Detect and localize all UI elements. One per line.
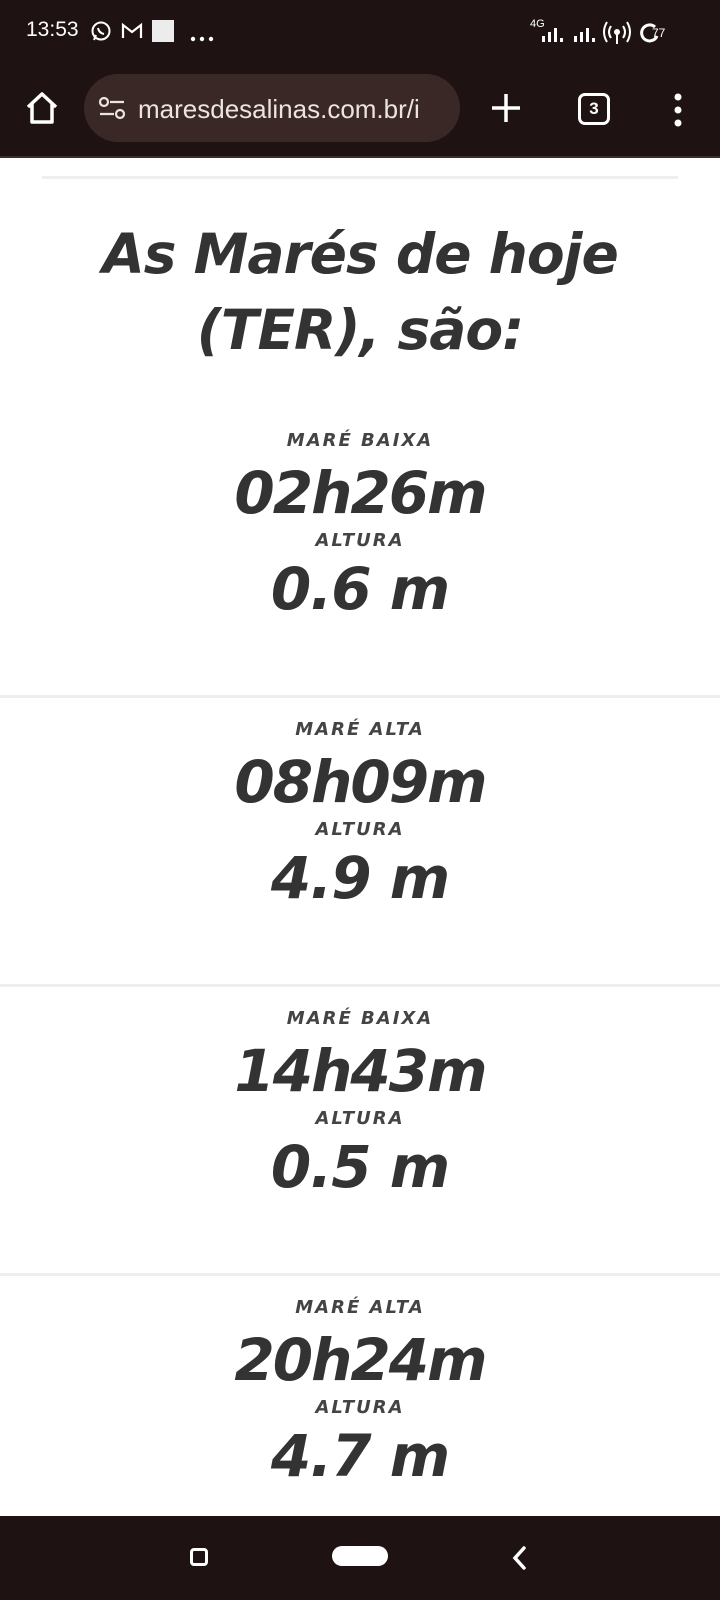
tide-height: 0.5 m <box>270 1133 450 1201</box>
hotspot-icon <box>603 21 631 44</box>
tide-time: 08h09m <box>234 748 487 816</box>
tide-time: 14h43m <box>234 1037 487 1105</box>
system-nav-bar <box>0 1516 720 1600</box>
tide-type: MARÉ BAIXA <box>286 430 434 451</box>
tide-height: 4.9 m <box>270 844 450 912</box>
tide-time: 20h24m <box>234 1326 487 1394</box>
gmail-icon <box>121 22 143 38</box>
battery-icon <box>640 23 659 43</box>
back-icon[interactable] <box>508 1544 532 1572</box>
home-gesture-button[interactable] <box>332 1546 388 1566</box>
tide-height-label: ALTURA <box>315 819 405 840</box>
site-settings-icon[interactable] <box>98 96 126 120</box>
more-options-icon[interactable] <box>666 90 690 130</box>
tide-type: MARÉ ALTA <box>295 1297 425 1318</box>
tide-height-label: ALTURA <box>315 1397 405 1418</box>
notification-square-icon <box>152 20 174 42</box>
tide-entry: MARÉ ALTA 20h24m ALTURA 4.7 m <box>0 1297 720 1516</box>
home-icon[interactable] <box>22 88 62 128</box>
tide-entry: MARÉ BAIXA 02h26m ALTURA 0.6 m <box>0 430 720 718</box>
tab-switcher-button[interactable]: 3 <box>578 93 610 125</box>
new-tab-icon[interactable] <box>488 90 524 126</box>
divider <box>0 695 720 698</box>
browser-toolbar: maresdesalinas.com.br/i 3 <box>0 64 720 158</box>
address-bar[interactable]: maresdesalinas.com.br/i <box>84 74 460 142</box>
battery-level: 77 <box>652 26 666 40</box>
status-bar: 13:53 4G 77 <box>0 0 720 64</box>
tide-time: 02h26m <box>234 459 487 527</box>
page-content: As Marés de hoje (TER), são: MARÉ BAIXA … <box>0 158 720 1516</box>
divider <box>0 1273 720 1276</box>
page-title: As Marés de hoje (TER), são: <box>102 222 619 362</box>
tide-height-label: ALTURA <box>315 530 405 551</box>
tide-entry: MARÉ BAIXA 14h43m ALTURA 0.5 m <box>0 1008 720 1296</box>
more-notifications-icon <box>190 36 214 42</box>
tide-height-label: ALTURA <box>315 1108 405 1129</box>
whatsapp-icon <box>91 21 111 41</box>
tide-entry: MARÉ ALTA 08h09m ALTURA 4.9 m <box>0 719 720 1007</box>
divider <box>0 984 720 987</box>
recents-button[interactable] <box>190 1548 208 1566</box>
tide-height: 4.7 m <box>270 1422 450 1490</box>
status-time: 13:53 <box>26 18 79 41</box>
network-type: 4G <box>530 18 545 30</box>
tide-type: MARÉ BAIXA <box>286 1008 434 1029</box>
tide-type: MARÉ ALTA <box>295 719 425 740</box>
url-text[interactable]: maresdesalinas.com.br/i <box>138 94 420 124</box>
signal-icon-2 <box>574 28 595 42</box>
tide-height: 0.6 m <box>270 555 450 623</box>
signal-icon <box>542 28 563 42</box>
divider <box>42 176 678 179</box>
